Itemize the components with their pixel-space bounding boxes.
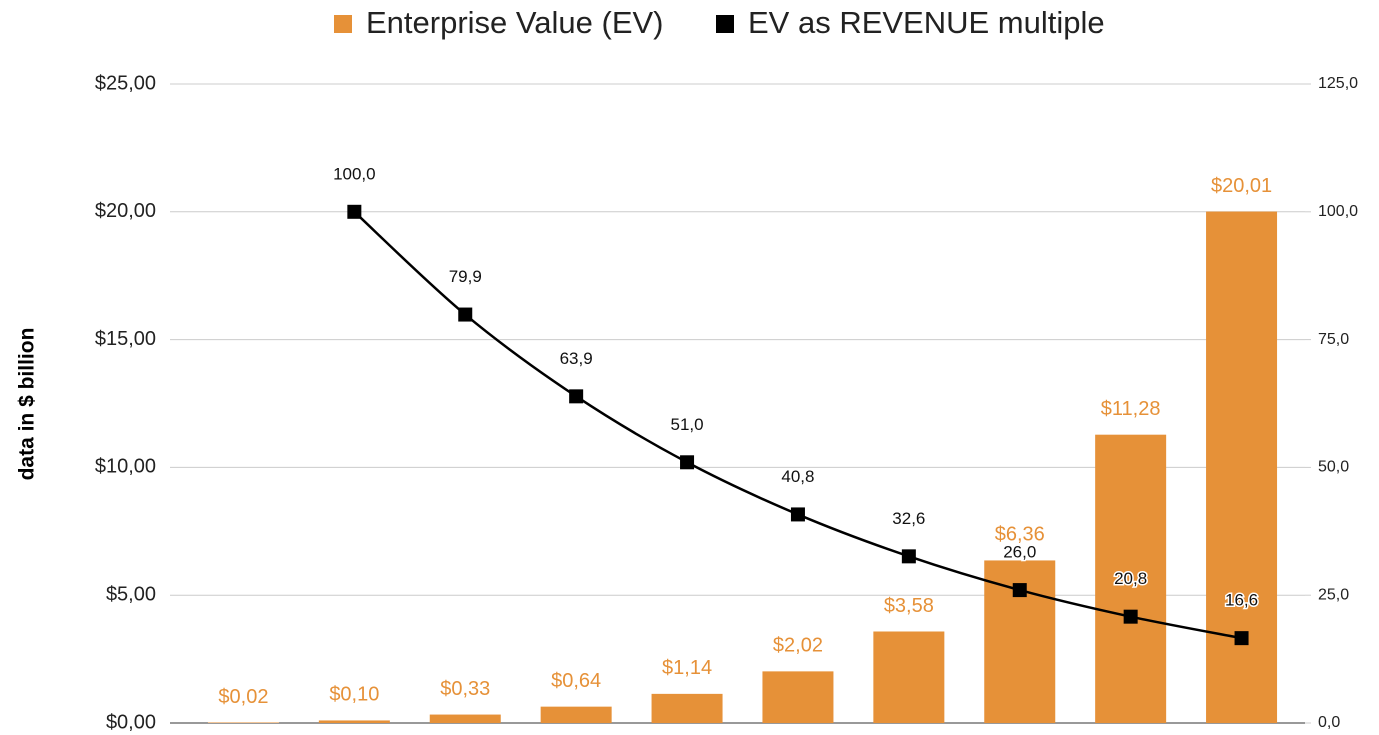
line [353,210,1242,640]
bar [762,671,834,723]
line-marker [680,455,695,470]
legend-label: Enterprise Value (EV) [366,5,664,40]
y2-tick-label: 50,0 [1318,459,1349,476]
line-value-label: 63,9 [560,349,593,368]
bar-value-label: $0,10 [329,684,379,706]
bar-value-label: $0,64 [551,670,601,692]
bar [873,631,945,723]
bar [207,722,279,723]
bar [651,693,723,723]
line-value-label: 20,8 [1114,569,1147,588]
line-marker [1123,609,1138,624]
y-tick-label: $5,00 [106,583,156,605]
line-marker [569,389,584,404]
bar-value-label: $2,02 [773,635,823,657]
bar [540,706,612,723]
line-marker [347,204,362,219]
line-value-label: 16,6 [1225,591,1258,610]
line-value-label: 26,0 [1003,543,1036,562]
line-value-label: 79,9 [449,267,482,286]
bar-value-label: $11,28 [1101,398,1161,420]
bar-value-label: $3,58 [884,595,934,617]
line-marker [901,549,916,564]
y-tick-label: $15,00 [95,328,156,350]
y-tick-label: $10,00 [95,456,156,478]
legend-swatch [334,15,352,33]
line-value-label: 40,8 [781,467,814,486]
y2-tick-label: 100,0 [1318,203,1358,220]
bar-value-label: $0,02 [218,686,268,708]
line-value-label: 51,0 [671,415,704,434]
y2-tick-label: 125,0 [1318,75,1358,92]
bar [318,720,390,723]
bar [429,714,501,723]
bar-value-label: $0,33 [440,678,490,700]
line-marker [458,307,473,322]
y2-tick-label: 25,0 [1318,586,1349,603]
y-tick-label: $25,00 [95,72,156,94]
y-axis-label: data in $ billion [16,328,39,481]
y-tick-label: $0,00 [106,711,156,733]
line-marker [790,507,805,522]
legend-swatch [716,15,734,33]
line-marker [1234,631,1249,646]
bar [1095,434,1167,723]
y2-tick-label: 75,0 [1318,331,1349,348]
legend-label: EV as REVENUE multiple [748,5,1105,40]
y2-tick-label: 0,0 [1318,714,1340,731]
y-tick-label: $20,00 [95,200,156,222]
bar-value-label: $20,01 [1211,175,1272,197]
line-value-label: 100,0 [333,164,376,183]
line-value-label: 32,6 [892,509,925,528]
line-marker [1012,583,1027,598]
bar-value-label: $6,36 [995,524,1045,546]
bar-value-label: $1,14 [662,657,712,679]
bar [1206,211,1278,723]
